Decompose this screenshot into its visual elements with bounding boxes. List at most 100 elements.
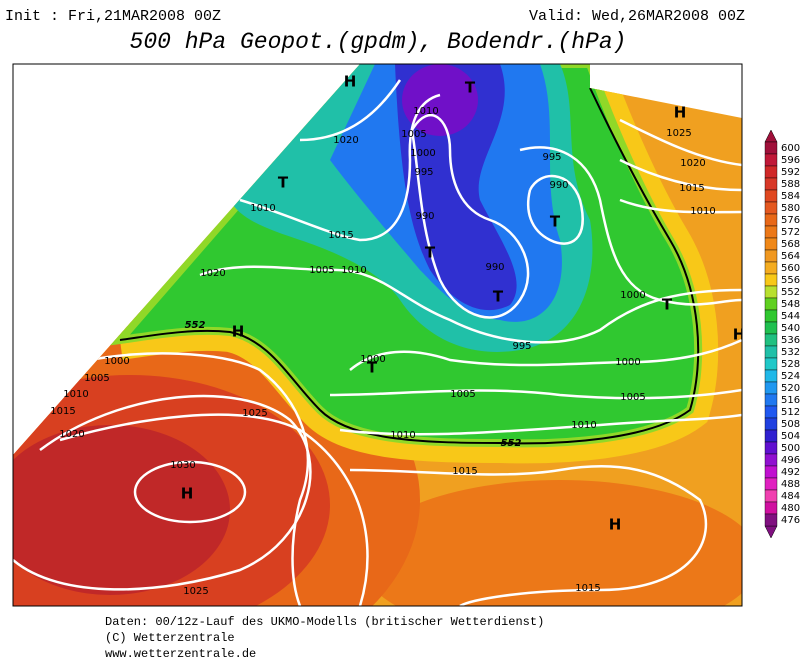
colorbar-label: 588	[781, 179, 800, 190]
colorbar-swatch	[764, 237, 778, 251]
isobar-label: 1010	[341, 265, 366, 276]
footer-copyright: (C) Wetterzentrale	[105, 631, 235, 645]
pressure-center: H	[344, 73, 357, 91]
colorbar-swatch	[764, 309, 778, 323]
colorbar-label: 576	[781, 215, 800, 226]
colorbar-label: 476	[781, 515, 800, 526]
isobar-label: 1005	[401, 129, 426, 140]
isobar-label: 1020	[333, 135, 358, 146]
colorbar-swatch	[764, 189, 778, 203]
isobar-label: 1000	[620, 290, 645, 301]
colorbar: 6005965925885845805765725685645605565525…	[764, 141, 800, 527]
pressure-center: T	[367, 359, 378, 377]
colorbar-swatch	[764, 321, 778, 335]
isobar-label: 1005	[620, 392, 645, 403]
colorbar-swatch	[764, 261, 778, 275]
pressure-center: T	[493, 288, 504, 306]
isobar-label: 1025	[666, 128, 691, 139]
pressure-center: T	[278, 174, 289, 192]
colorbar-swatch	[764, 405, 778, 419]
colorbar-swatch	[764, 213, 778, 227]
isobar-label: 990	[549, 180, 568, 191]
isobar-label: 1000	[360, 354, 385, 365]
isobar-label: 1010	[250, 203, 275, 214]
colorbar-swatch	[764, 285, 778, 299]
isobar-label: 1005	[450, 389, 475, 400]
field	[13, 64, 742, 606]
colorbar-swatch	[764, 333, 778, 347]
pressure-center: H	[181, 485, 194, 503]
isobar-label: 1010	[390, 430, 415, 441]
isobars	[13, 79, 742, 606]
isobar-label: 1015	[50, 406, 75, 417]
colorbar-swatch	[764, 501, 778, 515]
colorbar-swatch	[764, 489, 778, 503]
pressure-center: T	[465, 79, 476, 97]
colorbar-swatch	[764, 441, 778, 455]
colorbar-swatch	[764, 201, 778, 215]
field-area	[360, 480, 742, 606]
colorbar-swatch	[764, 477, 778, 491]
colorbar-swatch	[764, 345, 778, 359]
init-time: Init : Fri,21MAR2008 00Z	[5, 8, 221, 25]
colorbar-cap	[764, 129, 778, 143]
colorbar-swatch	[764, 369, 778, 383]
colorbar-label: 592	[781, 167, 800, 178]
colorbar-label: 508	[781, 419, 800, 430]
isobar-label: 1000	[104, 356, 129, 367]
pressure-center: H	[733, 326, 746, 344]
isobar-label: 1015	[575, 583, 600, 594]
isobar-label: 1000	[615, 357, 640, 368]
isobar-label: 1015	[679, 183, 704, 194]
colorbar-label: 600	[781, 143, 800, 154]
colorbar-label: 564	[781, 251, 800, 262]
isobar-label: 1015	[328, 230, 353, 241]
colorbar-label: 504	[781, 431, 800, 442]
colorbar-label: 536	[781, 335, 800, 346]
isobar-label: 1010	[690, 206, 715, 217]
isobar-label: 1030	[170, 460, 195, 471]
colorbar-label: 496	[781, 455, 800, 466]
pressure-center: H	[609, 516, 622, 534]
colorbar-label: 512	[781, 407, 800, 418]
colorbar-swatch	[764, 513, 778, 527]
colorbar-label: 544	[781, 311, 800, 322]
valid-time: Valid: Wed,26MAR2008 00Z	[529, 8, 745, 25]
colorbar-swatch	[764, 465, 778, 479]
isobar-label: 1020	[200, 268, 225, 279]
isobar-label: 995	[542, 152, 561, 163]
colorbar-label: 556	[781, 275, 800, 286]
pressure-center: T	[425, 244, 436, 262]
colorbar-swatch	[764, 165, 778, 179]
colorbar-label: 492	[781, 467, 800, 478]
colorbar-swatch	[764, 273, 778, 287]
colorbar-label: 584	[781, 191, 800, 202]
colorbar-swatch	[764, 417, 778, 431]
isobar-label: 1020	[59, 429, 84, 440]
isobar-label: 990	[415, 211, 434, 222]
colorbar-label: 524	[781, 371, 800, 382]
field-area	[13, 425, 230, 595]
colorbar-label: 516	[781, 395, 800, 406]
colorbar-swatch	[764, 453, 778, 467]
colorbar-label: 568	[781, 239, 800, 250]
isobar-label: 1000	[410, 148, 435, 159]
colorbar-label: 560	[781, 263, 800, 274]
pressure-center: T	[550, 213, 561, 231]
contour-label: 552	[185, 320, 206, 331]
colorbar-swatch	[764, 177, 778, 191]
footer-source: Daten: 00/12z-Lauf des UKMO-Modells (bri…	[105, 615, 544, 629]
colorbar-label: 488	[781, 479, 800, 490]
colorbar-swatch	[764, 381, 778, 395]
colorbar-label: 596	[781, 155, 800, 166]
pressure-center: H	[232, 323, 245, 341]
colorbar-label: 520	[781, 383, 800, 394]
pressure-center: H	[674, 104, 687, 122]
colorbar-label: 480	[781, 503, 800, 514]
colorbar-label: 540	[781, 323, 800, 334]
contour-line	[119, 87, 700, 445]
colorbar-swatch	[764, 429, 778, 443]
colorbar-label: 580	[781, 203, 800, 214]
